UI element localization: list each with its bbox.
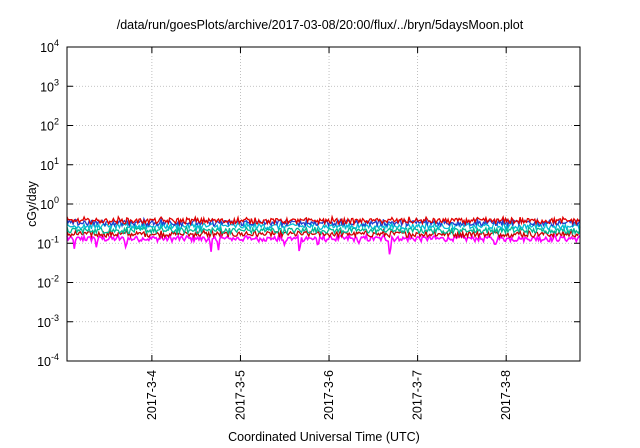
x-tick-label: 2017-3-5 [233,370,247,420]
chart-title: /data/run/goesPlots/archive/2017-03-08/2… [116,18,524,32]
y-tick-label: 100 [40,195,59,212]
y-tick-label: 101 [40,156,59,173]
series-line [66,224,581,236]
y-tick-label: 104 [40,38,59,55]
y-tick-label: 10-4 [37,352,59,369]
axis-ticks [67,46,580,362]
grid [67,47,580,361]
x-tick-labels: 2017-3-4 2017-3-5 2017-3-6 2017-3-7 2017-3-8 [145,370,513,420]
series-line [66,227,581,240]
series-group [66,214,581,255]
series-line [66,214,581,227]
y-tick-label: 102 [40,117,59,134]
x-tick-label: 2017-3-6 [322,370,336,420]
y-axis-label: cGy/day [25,180,39,227]
y-tick-label: 10-3 [37,313,59,330]
series-line [66,231,581,255]
x-tick-label: 2017-3-7 [411,370,425,420]
x-tick-label: 2017-3-8 [499,370,513,420]
x-axis-label: Coordinated Universal Time (UTC) [228,430,420,444]
y-tick-label: 10-1 [37,234,59,251]
y-tick-labels: 10-4 10-3 10-2 10-1 100 101 102 103 104 [37,38,59,369]
x-tick-label: 2017-3-4 [145,370,159,420]
plot-frame [66,46,581,362]
y-tick-label: 103 [40,77,59,94]
y-tick-label: 10-2 [37,274,59,291]
